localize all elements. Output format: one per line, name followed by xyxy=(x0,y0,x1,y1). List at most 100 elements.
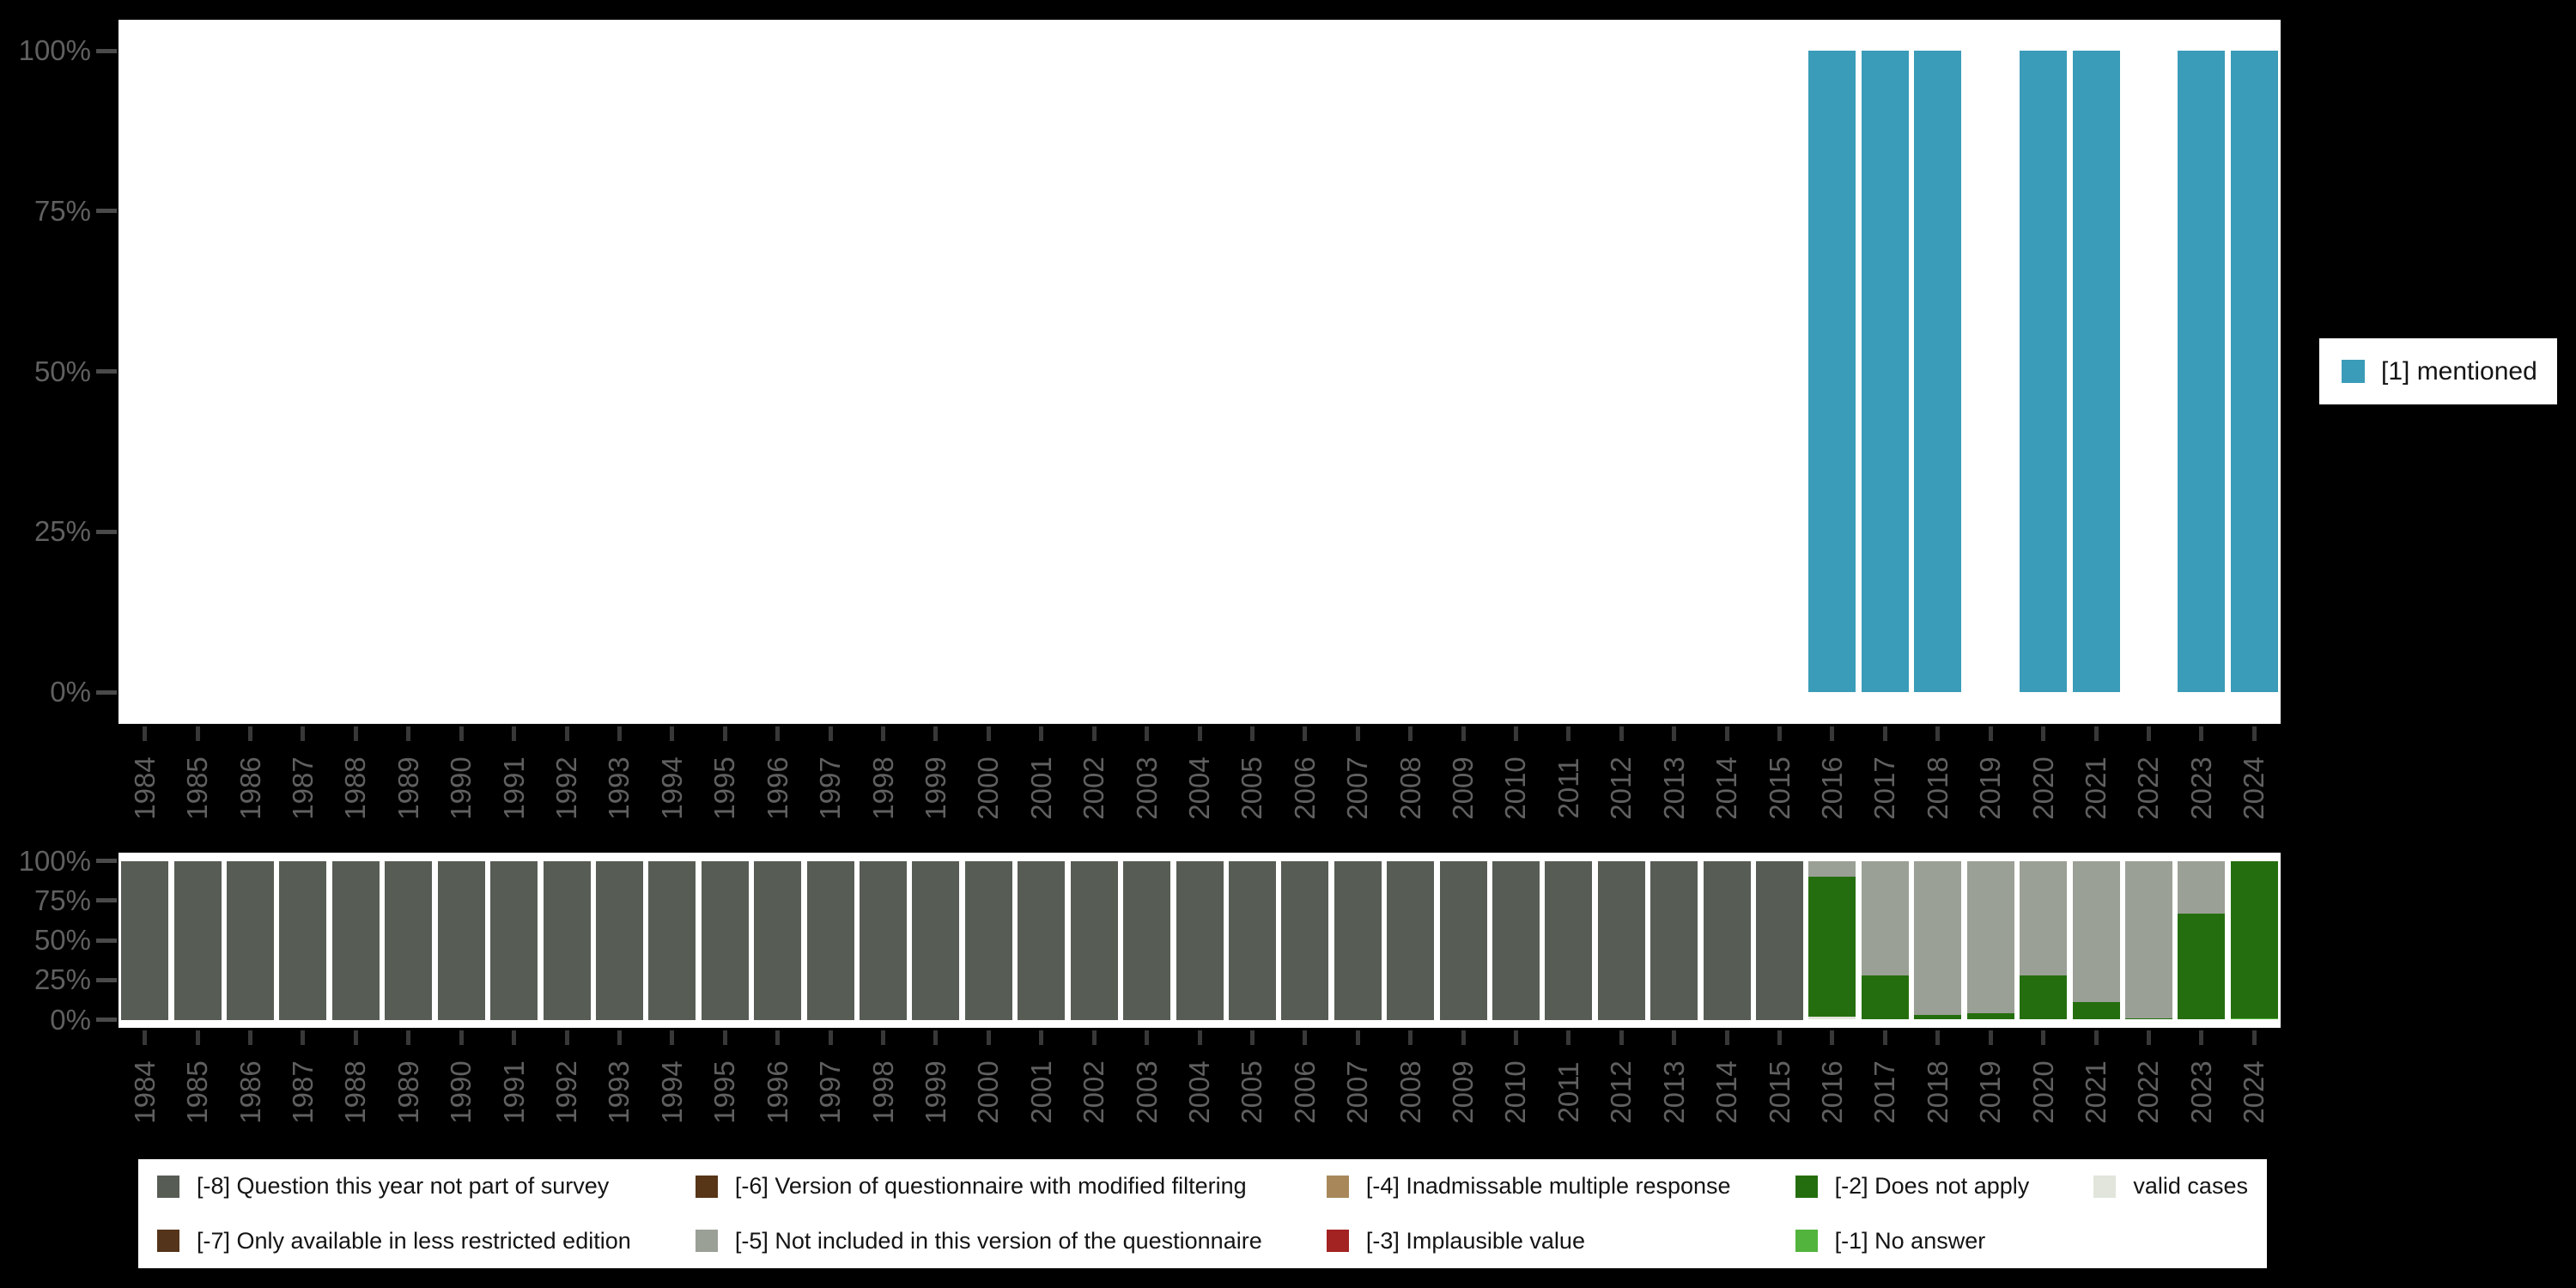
x-tick-label-1985: 1985 xyxy=(181,756,214,820)
y-tick xyxy=(96,977,117,982)
x-tick-1989 xyxy=(406,1030,411,1045)
x-tick-1994 xyxy=(670,1030,675,1045)
x-tick-2022 xyxy=(2146,1030,2151,1045)
x-tick-2006 xyxy=(1303,726,1308,741)
x-tick-label-1999: 1999 xyxy=(919,756,951,820)
x-tick-1985 xyxy=(195,726,200,741)
x-tick-1994 xyxy=(670,726,675,741)
x-tick-2008 xyxy=(1408,726,1413,741)
segment-2023-not_included xyxy=(2178,860,2226,914)
x-tick-label-2008: 2008 xyxy=(1394,1060,1426,1124)
missing-values-legend: [-8] Question this year not part of surv… xyxy=(138,1159,2267,1268)
y-tick xyxy=(96,690,117,695)
x-tick-2021 xyxy=(2093,726,2099,741)
segment-1997-q_not_part xyxy=(806,860,854,1020)
segment-2001-q_not_part xyxy=(1018,860,1066,1020)
x-tick-label-2007: 2007 xyxy=(1341,756,1374,820)
x-tick-label-2002: 2002 xyxy=(1078,756,1110,820)
y-tick-label: 25% xyxy=(33,515,91,548)
segment-1999-q_not_part xyxy=(912,860,960,1020)
legend-swatch-inadmissable xyxy=(1326,1175,1349,1198)
x-tick-2005 xyxy=(1249,1030,1255,1045)
x-tick-1997 xyxy=(828,1030,833,1045)
segment-1987-q_not_part xyxy=(279,860,327,1020)
x-tick-label-2014: 2014 xyxy=(1710,756,1743,820)
x-tick-label-2002: 2002 xyxy=(1078,1060,1110,1124)
segment-1996-q_not_part xyxy=(754,860,802,1020)
x-tick-label-2018: 2018 xyxy=(1921,756,1953,820)
x-tick-2015 xyxy=(1777,1030,1783,1045)
x-tick-label-1990: 1990 xyxy=(445,1060,477,1124)
y-tick-label: 0% xyxy=(50,1003,91,1036)
x-tick-label-2024: 2024 xyxy=(2238,1060,2270,1124)
x-tick-2021 xyxy=(2093,1030,2099,1045)
legend-item-no_answer: [-1] No answer xyxy=(1795,1228,2030,1255)
x-tick-1986 xyxy=(248,1030,253,1045)
segment-1989-q_not_part xyxy=(385,860,433,1020)
x-tick-label-1987: 1987 xyxy=(286,1060,319,1124)
x-tick-label-1997: 1997 xyxy=(814,756,847,820)
segment-2017-not_included xyxy=(1861,860,1909,975)
x-tick-2002 xyxy=(1091,726,1097,741)
x-tick-1987 xyxy=(301,1030,306,1045)
segment-1998-q_not_part xyxy=(860,860,907,1020)
segment-2019-not_included xyxy=(1966,860,2014,1014)
legend-swatch-modified_filtering xyxy=(695,1175,718,1198)
x-tick-label-2001: 2001 xyxy=(1024,1060,1057,1124)
x-tick-label-1987: 1987 xyxy=(286,756,319,820)
x-tick-label-2000: 2000 xyxy=(972,756,1005,820)
x-tick-2018 xyxy=(1935,726,1941,741)
x-tick-2017 xyxy=(1882,726,1887,741)
segment-2012-q_not_part xyxy=(1597,860,1645,1020)
x-tick-label-2006: 2006 xyxy=(1288,1060,1321,1124)
x-tick-label-2010: 2010 xyxy=(1499,1060,1532,1124)
x-tick-label-2019: 2019 xyxy=(1974,1060,2007,1124)
x-tick-2007 xyxy=(1355,1030,1360,1045)
y-tick xyxy=(96,1018,117,1022)
x-tick-label-1986: 1986 xyxy=(234,1060,266,1124)
bar-2024 xyxy=(2230,51,2278,692)
x-tick-1985 xyxy=(195,1030,200,1045)
y-tick xyxy=(96,48,117,53)
segment-2013-q_not_part xyxy=(1650,860,1698,1020)
legend-item-modified_filtering: [-6] Version of questionnaire with modif… xyxy=(695,1173,1262,1200)
x-tick-label-1989: 1989 xyxy=(392,1060,424,1124)
x-tick-label-1984: 1984 xyxy=(128,756,161,820)
y-tick-label: 100% xyxy=(18,844,91,877)
mentioned-legend: [1] mentioned xyxy=(2319,338,2557,404)
x-tick-2005 xyxy=(1249,726,1255,741)
segment-2022-does_not_apply xyxy=(2124,1018,2172,1020)
x-tick-2017 xyxy=(1882,1030,1887,1045)
segment-2007-q_not_part xyxy=(1334,860,1382,1020)
x-tick-1990 xyxy=(459,1030,464,1045)
x-tick-label-2009: 2009 xyxy=(1447,1060,1479,1124)
x-tick-label-2021: 2021 xyxy=(2080,1060,2112,1124)
segment-2008-q_not_part xyxy=(1387,860,1435,1020)
y-tick-label: 0% xyxy=(50,676,91,708)
y-tick-label: 50% xyxy=(33,355,91,387)
x-tick-2018 xyxy=(1935,1030,1941,1045)
legend-swatch-q_not_part xyxy=(157,1175,179,1198)
x-tick-2024 xyxy=(2251,726,2257,741)
x-tick-1986 xyxy=(248,726,253,741)
x-tick-2015 xyxy=(1777,726,1783,741)
x-tick-1996 xyxy=(775,1030,781,1045)
x-tick-2016 xyxy=(1830,1030,1835,1045)
x-tick-label-2013: 2013 xyxy=(1657,1060,1690,1124)
x-tick-2019 xyxy=(1988,1030,1993,1045)
segment-2020-not_included xyxy=(2020,860,2068,975)
y-tick-label: 50% xyxy=(33,924,91,956)
x-tick-2010 xyxy=(1513,1030,1518,1045)
x-tick-label-1988: 1988 xyxy=(339,756,372,820)
x-tick-label-2007: 2007 xyxy=(1341,1060,1374,1124)
missing-values-chart-panel xyxy=(118,853,2281,1028)
x-tick-1993 xyxy=(617,726,622,741)
segment-2024-does_not_apply xyxy=(2230,860,2278,1018)
segment-1994-q_not_part xyxy=(648,860,696,1020)
segment-2018-does_not_apply xyxy=(1914,1014,1962,1020)
segment-2014-q_not_part xyxy=(1703,860,1751,1020)
segment-2016-not_included xyxy=(1808,860,1856,877)
x-tick-label-1993: 1993 xyxy=(603,756,635,820)
segment-1986-q_not_part xyxy=(227,860,275,1020)
x-tick-2020 xyxy=(2041,726,2046,741)
